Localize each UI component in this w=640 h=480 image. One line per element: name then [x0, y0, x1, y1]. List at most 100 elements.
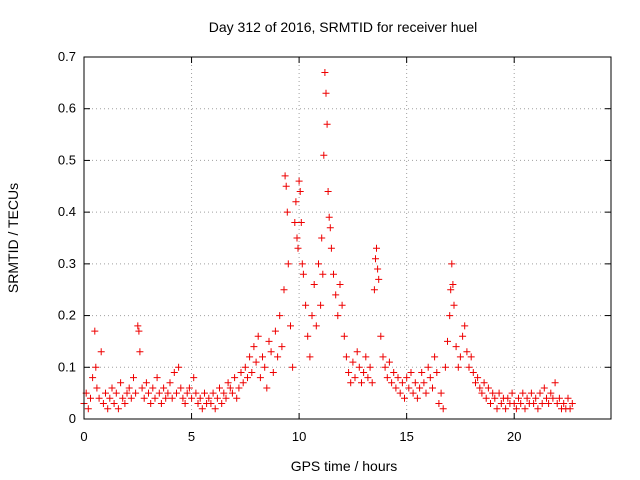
- data-point: [551, 379, 559, 387]
- data-point: [396, 389, 404, 397]
- data-point: [209, 389, 217, 397]
- data-point: [322, 89, 330, 97]
- data-point: [295, 177, 303, 185]
- data-point: [353, 348, 361, 356]
- data-point: [330, 270, 337, 278]
- x-axis-label: GPS time / hours: [291, 458, 398, 474]
- x-tick-label: 10: [292, 429, 306, 444]
- y-axis-label: SRMTID / TECUs: [5, 183, 21, 293]
- y-tick-label: 0.4: [58, 204, 76, 219]
- data-point: [162, 394, 170, 402]
- data-point: [192, 389, 200, 397]
- data-point: [523, 394, 531, 402]
- data-point: [216, 384, 223, 392]
- chart-title: Day 312 of 2016, SRMTID for receiver hue…: [209, 19, 477, 35]
- data-point: [543, 394, 550, 402]
- data-point: [392, 384, 400, 392]
- data-point: [149, 384, 157, 392]
- data-point: [549, 394, 557, 402]
- data-point: [276, 312, 284, 320]
- data-point: [298, 260, 306, 268]
- data-point: [198, 405, 206, 413]
- data-point: [547, 389, 555, 397]
- data-point: [224, 379, 232, 387]
- data-point: [294, 244, 302, 252]
- data-point: [293, 234, 301, 242]
- data-point: [480, 379, 488, 387]
- data-point: [437, 389, 445, 397]
- data-point: [222, 394, 230, 402]
- data-point: [185, 384, 193, 392]
- data-point: [254, 332, 262, 340]
- y-tick-label: 0: [69, 411, 76, 426]
- data-point: [398, 379, 406, 387]
- data-point: [405, 384, 413, 392]
- data-point: [489, 389, 497, 397]
- data-point: [317, 301, 325, 309]
- x-tick-label: 5: [188, 429, 195, 444]
- data-point: [166, 379, 174, 387]
- data-point: [553, 400, 561, 407]
- data-point: [495, 389, 503, 397]
- data-point: [448, 260, 456, 268]
- data-point: [231, 374, 239, 382]
- data-point: [422, 389, 430, 397]
- data-point: [117, 379, 125, 387]
- data-point: [292, 198, 300, 206]
- grid: [84, 57, 611, 419]
- data-point: [368, 379, 376, 387]
- data-point: [168, 394, 176, 402]
- data-point: [201, 389, 208, 397]
- data-point: [407, 369, 415, 376]
- data-point: [347, 379, 355, 387]
- data-point: [449, 281, 457, 288]
- data-point: [134, 322, 142, 330]
- data-point: [446, 312, 454, 320]
- data-point: [323, 120, 331, 128]
- data-point: [325, 213, 333, 221]
- data-point: [132, 389, 140, 397]
- data-point: [177, 384, 185, 392]
- data-point: [345, 369, 353, 376]
- data-point: [472, 379, 479, 387]
- data-point: [476, 384, 484, 392]
- y-tick-label: 0.3: [58, 256, 76, 271]
- data-point: [233, 394, 241, 402]
- data-point: [469, 369, 477, 376]
- y-tick-labels: 0 0.1 0.2 0.3 0.4 0.5 0.6 0.7: [58, 49, 76, 426]
- axis-ticks: [83, 56, 611, 420]
- data-point: [269, 369, 277, 376]
- data-point: [283, 208, 291, 216]
- x-tick-label: 20: [507, 429, 521, 444]
- y-tick-label: 0.7: [58, 49, 76, 64]
- data-point: [497, 400, 505, 407]
- data-point: [194, 400, 202, 407]
- data-point: [175, 363, 183, 371]
- data-point: [351, 374, 359, 382]
- data-point: [125, 384, 133, 392]
- data-point: [97, 348, 105, 356]
- data-point: [444, 337, 451, 345]
- data-point: [308, 312, 316, 320]
- data-point: [334, 312, 342, 320]
- data-point: [409, 389, 417, 397]
- data-point: [439, 405, 447, 413]
- data-point: [413, 394, 421, 402]
- data-point: [447, 286, 455, 294]
- data-point: [534, 405, 542, 413]
- data-point: [320, 151, 328, 159]
- data-point: [482, 394, 490, 402]
- data-point: [145, 389, 152, 397]
- data-point: [287, 322, 294, 330]
- data-point: [435, 400, 443, 407]
- data-point: [487, 400, 494, 407]
- data-point: [181, 400, 189, 407]
- data-point: [532, 394, 540, 402]
- data-point: [403, 374, 411, 382]
- data-point: [310, 281, 318, 288]
- data-point: [459, 332, 467, 340]
- x-tick-label: 0: [80, 429, 87, 444]
- data-point: [261, 363, 269, 371]
- data-point: [278, 343, 286, 351]
